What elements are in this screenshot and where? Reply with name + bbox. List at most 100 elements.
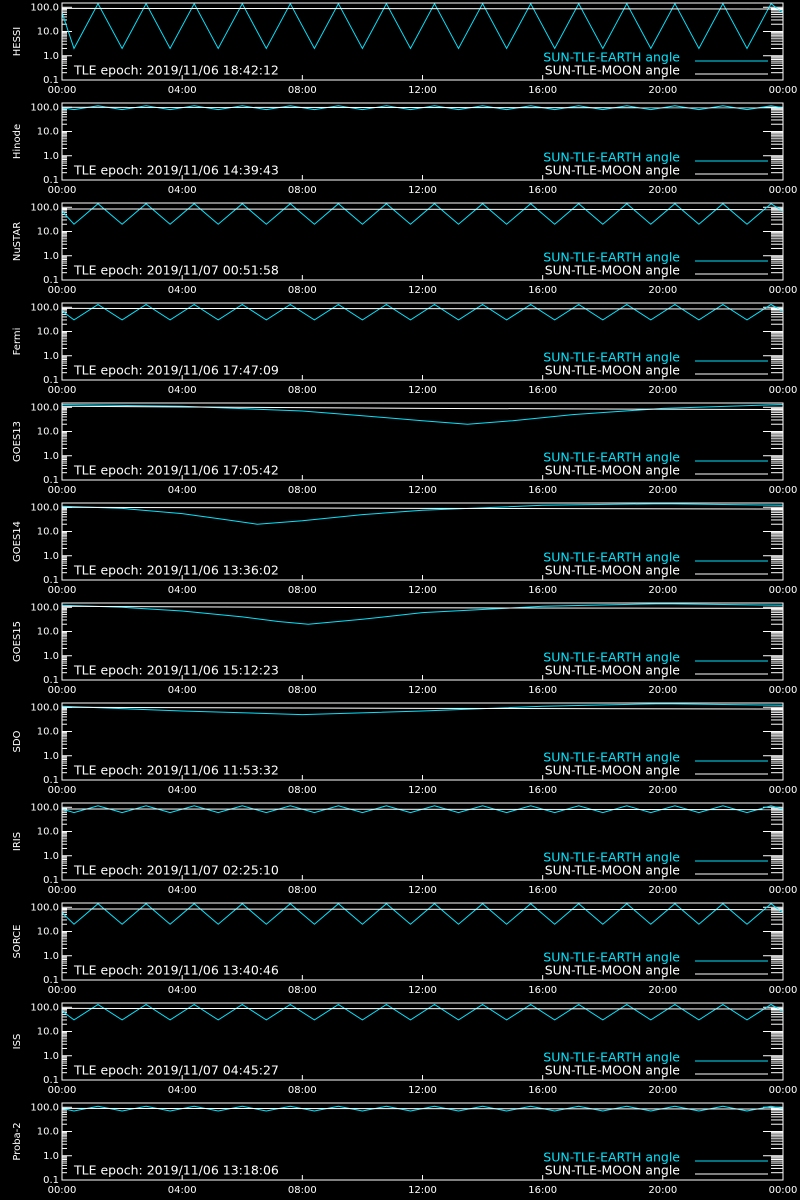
panel: 0.1 1.0 10.0 100.0 00:00 04:00 08:00 12:00 16:00…: [12, 402, 797, 496]
y-tick-label: 1.0: [43, 1151, 59, 1162]
x-tick-label: 00:00: [769, 285, 798, 296]
series-line: [62, 303, 783, 321]
legend-label: SUN-TLE-EARTH angle: [543, 250, 680, 265]
series-line: [62, 506, 783, 510]
x-tick-label: 16:00: [528, 985, 557, 996]
legend-label: SUN-TLE-EARTH angle: [543, 750, 680, 765]
series-line: [62, 404, 783, 425]
y-tick-label: 1.0: [43, 551, 59, 562]
y-tick-label: 0.1: [43, 275, 59, 286]
x-tick-label: 00:00: [48, 1185, 77, 1196]
x-tick-label: 16:00: [528, 785, 557, 796]
y-axis-label: NuSTAR: [12, 222, 23, 261]
series-line: [62, 605, 783, 609]
y-tick-label: 0.1: [43, 775, 59, 786]
y-tick-label: 1.0: [43, 351, 59, 362]
y-tick-label: 10.0: [37, 727, 59, 738]
x-tick-label: 20:00: [648, 385, 677, 396]
x-tick-label: 04:00: [168, 685, 197, 696]
x-tick-label: 08:00: [288, 685, 317, 696]
legend-label: SUN-TLE-MOON angle: [545, 963, 681, 978]
y-axis-label: Fermi: [12, 328, 23, 356]
y-tick-label: 10.0: [37, 827, 59, 838]
plot-frame: [61, 1002, 784, 1081]
y-tick-label: 10.0: [37, 1027, 59, 1038]
x-tick-label: 16:00: [528, 285, 557, 296]
x-tick-label: 08:00: [288, 385, 317, 396]
x-tick-label: 20:00: [648, 185, 677, 196]
annotation: TLE epoch: 2019/11/06 17:05:42: [73, 463, 279, 478]
y-tick-label: 10.0: [37, 527, 59, 538]
y-axis-label: ISS: [12, 1034, 23, 1050]
legend-label: SUN-TLE-MOON angle: [545, 1163, 681, 1178]
series-line: [62, 908, 783, 911]
x-tick-label: 16:00: [528, 385, 557, 396]
x-tick-label: 00:00: [769, 1085, 798, 1096]
y-axis-label: Hinode: [12, 124, 23, 159]
panel: 0.1 1.0 10.0 100.0 00:00 04:00 08:00 12:00 16:00…: [12, 902, 797, 996]
x-tick-label: 00:00: [769, 585, 798, 596]
annotation: TLE epoch: 2019/11/06 14:39:43: [73, 163, 279, 178]
x-tick-label: 12:00: [408, 185, 437, 196]
legend-label: SUN-TLE-EARTH angle: [543, 1150, 680, 1165]
x-tick-label: 20:00: [648, 785, 677, 796]
x-tick-label: 12:00: [408, 1185, 437, 1196]
y-tick-label: 100.0: [30, 302, 59, 313]
x-tick-label: 00:00: [769, 685, 798, 696]
x-tick-label: 00:00: [769, 785, 798, 796]
series-line: [62, 1107, 783, 1110]
y-tick-label: 0.1: [43, 1175, 59, 1186]
x-tick-label: 00:00: [769, 885, 798, 896]
x-tick-label: 00:00: [48, 685, 77, 696]
y-axis-label: Proba-2: [12, 1122, 23, 1160]
series-line: [62, 1003, 783, 1021]
x-tick-label: 12:00: [408, 85, 437, 96]
y-tick-label: 1.0: [43, 851, 59, 862]
y-tick-label: 10.0: [37, 427, 59, 438]
x-tick-label: 00:00: [48, 985, 77, 996]
x-tick-label: 16:00: [528, 1085, 557, 1096]
annotation: TLE epoch: 2019/11/06 17:47:09: [73, 363, 279, 378]
x-tick-label: 12:00: [408, 585, 437, 596]
x-tick-label: 00:00: [48, 785, 77, 796]
y-tick-label: 0.1: [43, 875, 59, 886]
legend-label: SUN-TLE-EARTH angle: [543, 950, 680, 965]
y-tick-label: 0.1: [43, 75, 59, 86]
plot-frame: [61, 1102, 784, 1181]
annotation: TLE epoch: 2019/11/07 02:25:10: [73, 863, 279, 878]
y-tick-label: 100.0: [30, 802, 59, 813]
x-tick-label: 08:00: [288, 585, 317, 596]
y-tick-label: 10.0: [37, 1127, 59, 1138]
y-tick-label: 100.0: [30, 902, 59, 913]
legend-label: SUN-TLE-MOON angle: [545, 563, 681, 578]
x-tick-label: 00:00: [769, 85, 798, 96]
series-line: [62, 203, 783, 225]
x-tick-label: 12:00: [408, 885, 437, 896]
x-tick-label: 00:00: [48, 385, 77, 396]
plot-frame: [61, 702, 784, 781]
y-tick-label: 0.1: [43, 975, 59, 986]
x-tick-label: 20:00: [648, 1085, 677, 1096]
y-axis-label: IRIS: [12, 832, 23, 851]
x-tick-label: 16:00: [528, 685, 557, 696]
annotation: TLE epoch: 2019/11/06 13:36:02: [73, 563, 279, 578]
legend-label: SUN-TLE-EARTH angle: [543, 450, 680, 465]
x-tick-label: 08:00: [288, 785, 317, 796]
legend-label: SUN-TLE-MOON angle: [545, 463, 681, 478]
plot-frame: [61, 302, 784, 381]
panel: 0.1 1.0 10.0 100.0 00:00 04:00 08:00 12:00 16:00…: [12, 1002, 797, 1096]
x-tick-label: 00:00: [48, 285, 77, 296]
legend-label: SUN-TLE-EARTH angle: [543, 650, 680, 665]
legend-label: SUN-TLE-MOON angle: [545, 763, 681, 778]
legend-label: SUN-TLE-EARTH angle: [543, 50, 680, 65]
plot-frame: [61, 102, 784, 181]
series-line: [62, 7, 783, 10]
x-tick-label: 00:00: [769, 485, 798, 496]
plot-frame: [61, 402, 784, 481]
x-tick-label: 16:00: [528, 85, 557, 96]
series-line: [62, 405, 783, 411]
x-tick-label: 16:00: [528, 185, 557, 196]
y-tick-label: 0.1: [43, 1075, 59, 1086]
x-tick-label: 00:00: [48, 1085, 77, 1096]
